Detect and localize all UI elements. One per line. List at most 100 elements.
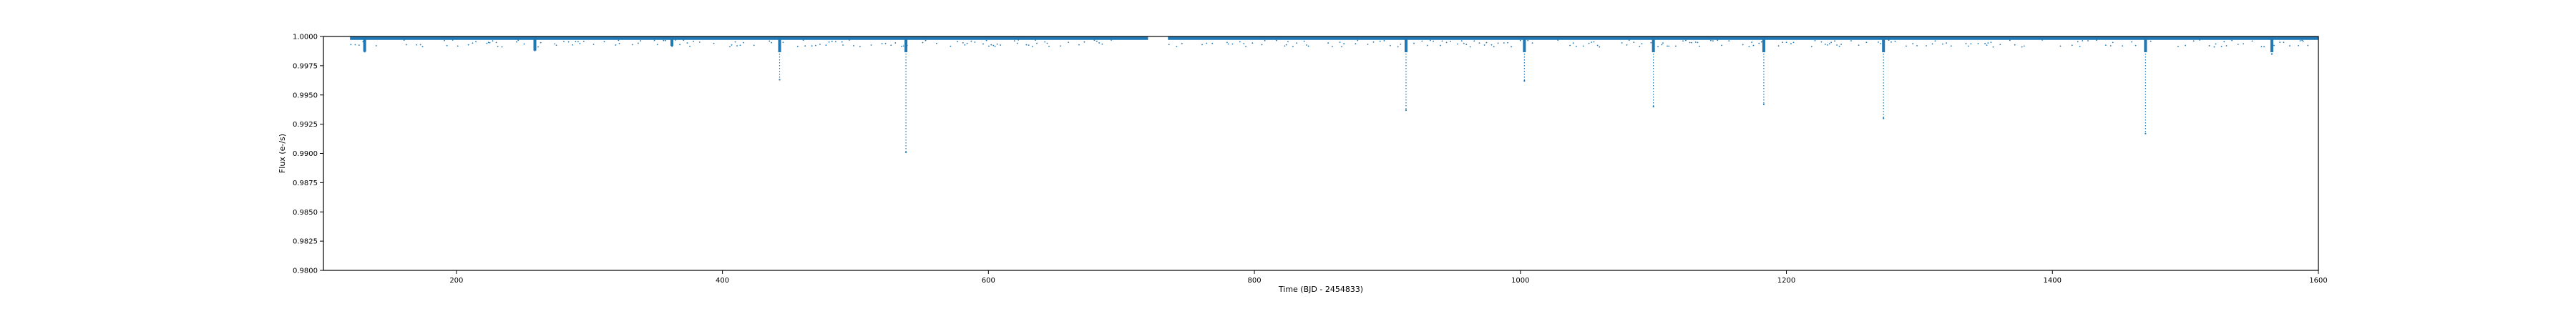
flux-point [1865,41,1868,44]
flux-point [1941,43,1943,45]
flux-point [1758,42,1760,44]
flux-point [1987,42,1989,44]
flux-point [1582,45,1584,47]
flux-point [1098,42,1100,44]
flux-point [1880,43,1882,44]
flux-point [2014,44,2016,46]
flux-point [1626,44,1628,46]
flux-point [802,39,804,41]
flux-point [2251,40,2253,42]
flux-point [922,41,924,44]
x-tick-label: 600 [982,277,995,285]
flux-point [1341,46,1342,48]
flux-point [1792,41,1795,44]
flux-point [1511,46,1512,48]
flux-point [516,41,517,43]
baseline-flux-band [350,36,1148,40]
flux-point [1827,44,1828,46]
dip-core [2270,36,2273,52]
flux-point [1025,44,1028,46]
flux-point [994,45,996,47]
flux-point [1621,41,1623,44]
flux-point [1992,46,1994,48]
x-tick-label: 1200 [1777,277,1795,285]
flux-point [656,44,658,46]
flux-point [1742,44,1744,46]
flux-point [966,42,968,44]
y-axis-ticks: 0.9800 0.9825 0.9850 0.9875 0.9900 0.9925 0.99… [293,34,323,275]
dip-core [670,36,673,46]
flux-point [1990,41,1992,44]
flux-point [1367,44,1369,45]
flux-point [1036,42,1038,44]
flux-point [1083,41,1085,43]
flux-point [2199,39,2201,41]
flux-point [1689,41,1691,44]
flux-point [1591,41,1593,43]
flux-point [1413,42,1415,44]
flux-point [2299,40,2301,41]
y-tick-label: 0.9850 [293,209,318,217]
flux-point [1397,46,1399,48]
y-tick-label: 0.9800 [293,268,318,275]
dip-core [1523,36,1526,52]
flux-point [796,45,799,47]
flux-point [1820,41,1823,43]
x-tick-label: 1000 [1511,277,1529,285]
flux-point [2243,43,2245,45]
x-tick-label: 400 [716,277,729,285]
flux-point [497,46,499,47]
flux-point [416,44,418,46]
y-axis-label: Flux (e-/s) [278,134,287,173]
flux-point [1332,46,1333,47]
flux-point [1227,43,1229,45]
flux-point [1176,46,1178,48]
dip-core [1882,36,1885,52]
flux-point [592,44,595,45]
flux-point [2122,45,2124,47]
flux-point [1426,44,1428,46]
flux-point [1890,41,1892,43]
dip-core [2144,36,2147,52]
flux-point [1950,45,1952,47]
flux-point [1245,46,1246,47]
flux-point [1782,41,1784,44]
flux-point [828,41,830,43]
flux-point [834,41,836,43]
flux-point [1675,45,1677,47]
flux-point [2301,39,2303,41]
flux-point [2289,45,2290,46]
flux-point [1661,44,1663,46]
flux-point [489,41,491,44]
flux-point [405,44,407,46]
flux-point [2283,41,2285,44]
flux-point [1834,40,1835,42]
flux-point [2302,40,2304,42]
flux-point [350,44,352,46]
flux-point [1728,40,1730,42]
flux-point [1519,39,1521,41]
flux-point [1662,42,1664,44]
flux-point [1111,39,1112,41]
flux-point [1717,39,1719,41]
flux-point [444,39,445,41]
y-tick-label: 0.9825 [293,238,318,246]
flux-point [853,45,854,46]
flux-point [1596,44,1599,46]
dip-min-point [534,49,536,52]
flux-point [2223,41,2225,43]
flux-point [523,43,525,45]
dip-min-point [670,44,673,47]
flux-point [1421,40,1423,42]
flux-point [1840,44,1843,45]
flux-point [992,44,995,46]
flux-point [842,44,844,46]
flux-point [1035,39,1037,41]
flux-point [1181,42,1183,44]
flux-point [563,40,565,42]
flux-point [2298,44,2299,46]
flux-point [1984,42,1986,44]
flux-point [1372,41,1375,43]
